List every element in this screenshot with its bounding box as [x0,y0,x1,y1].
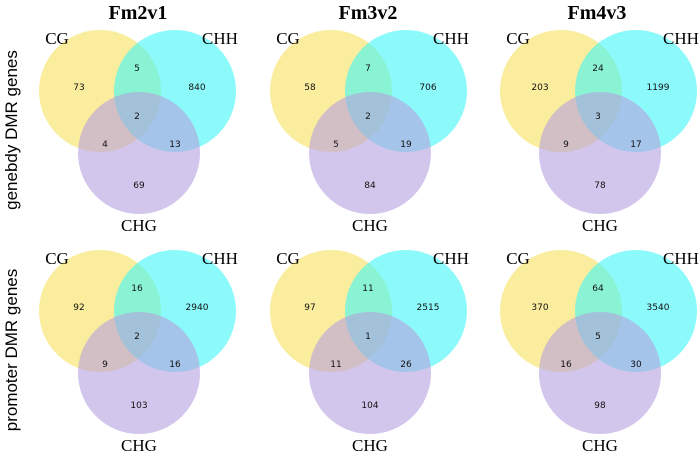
set-label-chg: CHG [352,216,388,235]
venn-diagram-0-0: CG CHH CHG 73 5 840 2 4 13 69 [39,29,238,235]
chg-circle [539,312,661,434]
count-only-b: 1199 [647,83,670,93]
count-a-b: 16 [131,284,143,294]
set-label-chh: CHH [202,29,238,48]
count-abc: 2 [134,332,140,342]
row-label-genebdy: genebdy DMR genes [2,50,21,210]
venn-diagram-0-1: CG CHH CHG 58 7 706 2 5 19 84 [270,29,469,235]
count-abc: 2 [365,112,371,122]
chg-circle [309,312,431,434]
count-a-b: 64 [592,284,604,294]
count-only-a: 97 [304,303,315,313]
count-only-b: 706 [419,83,436,93]
column-title-fm2v1: Fm2v1 [109,2,168,24]
count-b-c: 30 [630,360,642,370]
count-only-a: 58 [304,83,316,93]
count-a-c: 9 [563,140,569,150]
count-a-c: 16 [560,360,572,370]
chg-circle [539,92,661,214]
set-label-chg: CHG [582,216,618,235]
count-abc: 5 [595,332,601,342]
set-label-chh: CHH [663,29,699,48]
count-only-c: 78 [594,181,606,191]
count-b-c: 26 [400,360,412,370]
count-a-c: 9 [102,360,108,370]
chg-circle [78,312,200,434]
count-only-a: 370 [531,303,548,313]
set-label-chg: CHG [121,436,157,455]
count-b-c: 16 [169,360,181,370]
count-a-c: 5 [333,140,339,150]
set-label-chg: CHG [582,436,618,455]
count-abc: 3 [595,112,601,122]
row-label-promoter: promoter DMR genes [2,269,21,432]
chg-circle [309,92,431,214]
count-b-c: 17 [630,140,641,150]
count-only-a: 73 [73,83,84,93]
set-label-cg: CG [45,249,69,268]
count-only-c: 103 [130,401,147,411]
count-abc: 1 [365,332,371,342]
count-b-c: 19 [400,140,412,150]
count-a-c: 11 [330,360,341,370]
set-label-cg: CG [276,249,300,268]
venn-diagram-0-2: CG CHH CHG 203 24 1199 3 9 17 78 [500,29,699,235]
count-a-b: 7 [365,64,371,74]
column-title-fm3v2: Fm3v2 [339,2,398,24]
set-label-chg: CHG [352,436,388,455]
count-only-a: 92 [73,303,84,313]
chg-circle [78,92,200,214]
set-label-chg: CHG [121,216,157,235]
count-only-c: 98 [594,401,606,411]
set-label-chh: CHH [663,249,699,268]
set-label-chh: CHH [202,249,238,268]
count-only-c: 69 [133,181,145,191]
count-a-b: 5 [134,64,140,74]
count-a-c: 4 [102,140,108,150]
count-only-a: 203 [531,83,548,93]
set-label-cg: CG [506,249,530,268]
count-only-b: 840 [188,83,205,93]
venn-diagram-1-0: CG CHH CHG 92 16 2940 2 9 16 103 [39,249,238,455]
set-label-chh: CHH [433,249,469,268]
count-only-c: 104 [361,401,378,411]
column-title-fm4v3: Fm4v3 [568,2,627,24]
count-a-b: 24 [592,64,604,74]
set-label-chh: CHH [433,29,469,48]
count-only-b: 2940 [186,303,209,313]
set-label-cg: CG [276,29,300,48]
set-label-cg: CG [506,29,530,48]
count-only-c: 84 [364,181,376,191]
count-a-b: 11 [362,284,373,294]
count-abc: 2 [134,112,140,122]
count-only-b: 2515 [417,303,440,313]
set-label-cg: CG [45,29,69,48]
count-b-c: 13 [169,140,180,150]
count-only-b: 3540 [647,303,670,313]
venn-diagram-1-2: CG CHH CHG 370 64 3540 5 16 30 98 [500,249,699,455]
